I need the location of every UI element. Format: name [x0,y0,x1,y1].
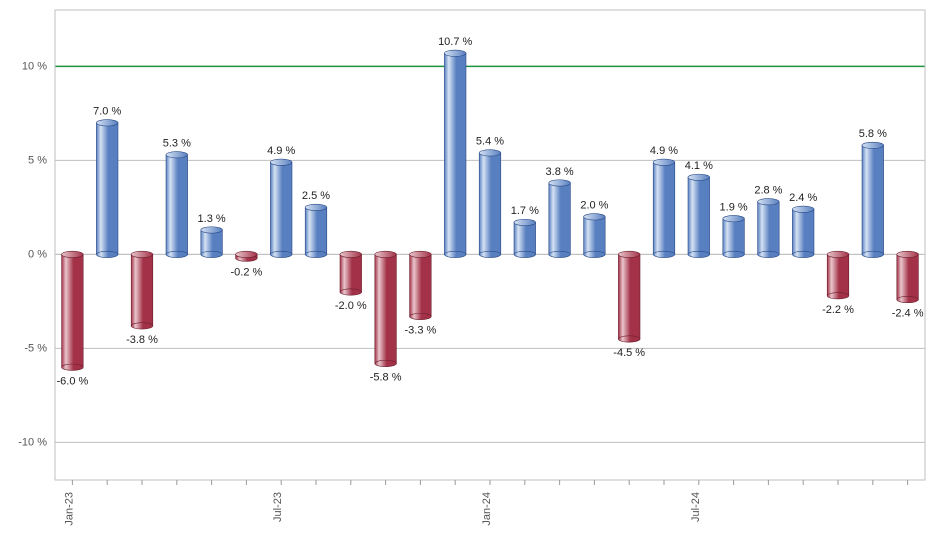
y-tick-label: -10 % [18,436,47,448]
x-tick-label: Jul-24 [690,492,702,522]
x-tick-label: Jan-24 [481,492,493,526]
bar-value-label: 1.9 % [720,201,748,213]
chart-svg: -10 % -5 % 0 % 5 % 10 % Jan-23 Jul-23 Jan-24 Jul… [0,0,940,550]
bar-value-label: 4.9 % [267,145,295,157]
bar-value-label: -6.0 % [57,375,89,387]
bar-value-label: -2.0 % [335,300,367,312]
bar-value-label: 1.3 % [198,213,226,225]
bar-value-label: 2.4 % [789,192,817,204]
bar-value-label: 5.8 % [859,128,887,140]
bar-value-label: 2.8 % [754,185,782,197]
y-tick-label: 10 % [22,60,47,72]
bar-value-label: 4.1 % [685,160,713,172]
bar-value-label: -0.2 % [231,266,263,278]
bar-value-label: 2.0 % [580,200,608,212]
bar [549,180,571,258]
y-tick-label: 0 % [28,248,47,260]
bar-value-label: 3.8 % [546,166,574,178]
bar [305,204,327,257]
bar [618,251,640,342]
bar-value-label: 4.9 % [650,145,678,157]
bar [96,120,118,258]
bar-value-label: 10.7 % [438,36,472,48]
bar [270,159,292,258]
bar [653,159,675,258]
bar-value-label: -3.3 % [405,325,437,337]
bar-value-label: -2.4 % [892,308,924,320]
bar [236,251,258,261]
y-tick-label: -5 % [24,342,47,354]
bar [723,215,745,257]
bar-value-label: -2.2 % [822,304,854,316]
bar [758,199,780,258]
bar [375,251,397,366]
bar [688,174,710,257]
y-tick-label: 5 % [28,154,47,166]
bar-value-label: -3.8 % [126,334,158,346]
x-tick-label: Jan-23 [63,492,75,526]
bar [131,251,153,329]
bar [514,219,536,257]
bar [862,142,884,257]
monthly-percent-bar-chart: -10 % -5 % 0 % 5 % 10 % Jan-23 Jul-23 Jan-24 Jul… [0,0,940,550]
bar-value-label: 5.3 % [163,138,191,150]
bar [444,50,466,258]
bar [827,251,849,299]
x-tick-label: Jul-23 [272,492,284,522]
bar [479,150,501,258]
bar [792,206,814,258]
bar-value-label: 2.5 % [302,190,330,202]
bar-value-label: -4.5 % [613,347,645,359]
bar-value-label: 1.7 % [511,205,539,217]
bar [584,214,606,258]
bar [897,251,919,303]
bar [410,251,432,319]
bar [166,152,188,258]
bar [340,251,362,295]
bar-value-label: 7.0 % [93,106,121,118]
bar [62,251,84,370]
bar-value-label: 5.4 % [476,136,504,148]
bar-value-label: -5.8 % [370,372,402,384]
bar [201,227,223,258]
